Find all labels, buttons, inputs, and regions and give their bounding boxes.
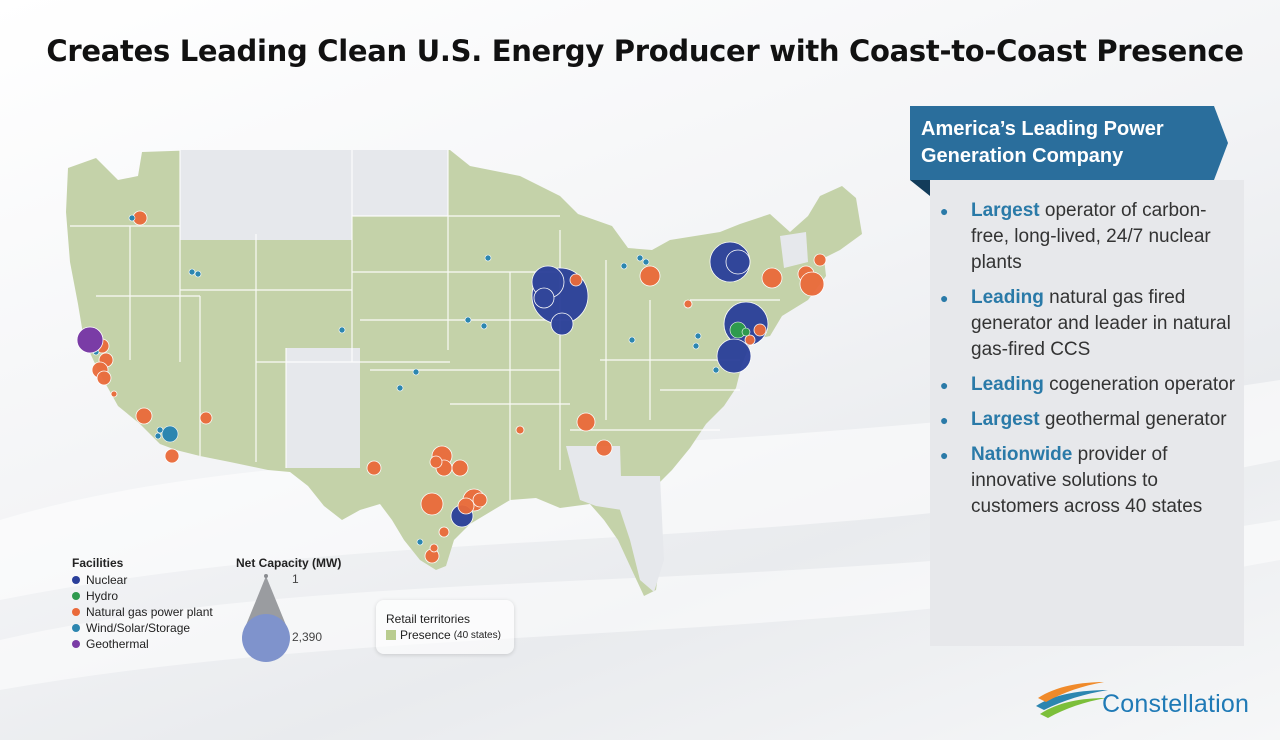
retail-legend-item: Presence (40 states) bbox=[386, 628, 501, 642]
legend-label: Geothermal bbox=[86, 637, 149, 651]
us-land bbox=[66, 150, 862, 596]
banner-tip bbox=[1214, 106, 1228, 180]
page-title: Creates Leading Clean U.S. Energy Produc… bbox=[46, 34, 1244, 68]
panel-banner-title: America’s Leading Power Generation Compa… bbox=[921, 118, 1164, 167]
bullet-text: operator of carbon-free, long-lived, 24/… bbox=[971, 200, 1211, 273]
capacity-legend: Net Capacity (MW) 1 2,390 bbox=[236, 556, 342, 662]
bullet-icon: ● bbox=[940, 203, 949, 219]
capacity-legend-title: Net Capacity (MW) bbox=[236, 556, 342, 570]
legend-item-hydro: Hydro bbox=[72, 588, 213, 604]
legend-item-gas: Natural gas power plant bbox=[72, 604, 213, 620]
bullet-text: provider of innovative solutions to cust… bbox=[971, 444, 1203, 517]
legend-item-wind-solar-storage: Wind/Solar/Storage bbox=[72, 620, 213, 636]
bullet-keyword: Leading bbox=[971, 374, 1044, 395]
legend-label: Natural gas power plant bbox=[86, 605, 213, 619]
geothermal-dot-icon bbox=[72, 640, 80, 648]
bullet-icon: ● bbox=[940, 412, 949, 428]
info-panel bbox=[930, 180, 1244, 646]
bullet-item: ● Largest operator of carbon-free, long-l… bbox=[938, 198, 1238, 276]
legend-label: Hydro bbox=[86, 589, 119, 603]
legend-item-nuclear: Nuclear bbox=[72, 572, 213, 588]
presence-swatch-icon bbox=[386, 630, 396, 640]
wind-solar-storage-dot-icon bbox=[72, 624, 80, 632]
bullet-item: ● Largest geothermal generator bbox=[938, 407, 1238, 433]
bullet-keyword: Nationwide bbox=[971, 444, 1073, 465]
retail-legend: Retail territories Presence (40 states) bbox=[376, 600, 514, 654]
constellation-swoosh-icon bbox=[1036, 682, 1108, 718]
facility-markers bbox=[76, 210, 827, 564]
panel-banner bbox=[910, 106, 1214, 180]
legend-label: Nuclear bbox=[86, 573, 128, 587]
constellation-logo-text: Constellation bbox=[1102, 690, 1250, 718]
bullet-item: ● Nationwide provider of innovative solut… bbox=[938, 442, 1238, 520]
capacity-min-label: 1 bbox=[292, 572, 299, 586]
bullet-keyword: Largest bbox=[971, 200, 1040, 221]
legend-label: Wind/Solar/Storage bbox=[86, 621, 191, 635]
panel-bullets: ● Largest operator of carbon-free, long-l… bbox=[938, 198, 1238, 529]
facilities-legend: Facilities Nuclear Hydro Natural gas pow… bbox=[72, 556, 213, 652]
bullet-item: ● Leading natural gas fired generator and… bbox=[938, 285, 1238, 363]
bullet-keyword: Leading bbox=[971, 287, 1044, 308]
facilities-legend-title: Facilities bbox=[72, 556, 124, 570]
capacity-scale-icon bbox=[242, 574, 290, 662]
bullet-text: cogeneration operator bbox=[1043, 374, 1236, 395]
gas-dot-icon bbox=[72, 608, 80, 616]
retail-presence-note: (40 states) bbox=[453, 629, 501, 641]
bullet-keyword: Largest bbox=[971, 409, 1040, 430]
banner-fold bbox=[910, 180, 930, 196]
retail-legend-title: Retail territories bbox=[386, 612, 471, 626]
capacity-max-label: 2,390 bbox=[292, 630, 323, 644]
legend-item-geothermal: Geothermal bbox=[72, 636, 213, 652]
bullet-icon: ● bbox=[940, 447, 949, 463]
bullet-icon: ● bbox=[940, 377, 949, 393]
hydro-dot-icon bbox=[72, 592, 80, 600]
bullet-text: natural gas fired generator and leader i… bbox=[971, 287, 1231, 360]
bullet-icon: ● bbox=[940, 290, 949, 306]
nuclear-dot-icon bbox=[72, 576, 80, 584]
retail-presence-label: Presence bbox=[400, 628, 451, 642]
bullet-item: ● Leading cogeneration operator bbox=[938, 372, 1238, 398]
bullet-text: geothermal generator bbox=[1039, 409, 1227, 430]
